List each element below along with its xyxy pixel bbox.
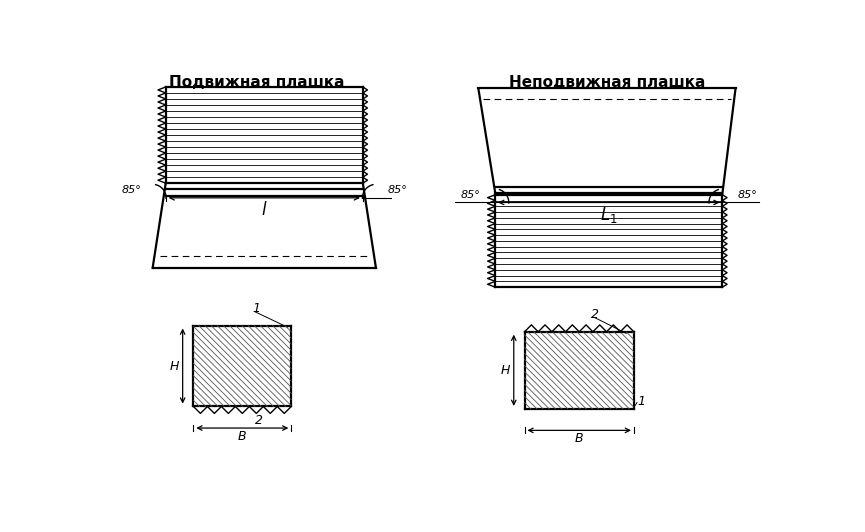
Text: 85°: 85° [461, 190, 481, 200]
Text: 85°: 85° [121, 185, 141, 195]
Text: 2: 2 [255, 414, 263, 427]
Text: $l$: $l$ [261, 201, 267, 219]
Text: Неподвижная плашка: Неподвижная плашка [509, 74, 705, 89]
Text: 1: 1 [638, 395, 646, 408]
Text: Подвижная плашка: Подвижная плашка [169, 74, 344, 89]
Text: 2: 2 [592, 307, 599, 321]
Text: B: B [575, 433, 584, 445]
Text: H: H [170, 360, 179, 372]
Text: B: B [238, 430, 247, 443]
Text: H: H [501, 364, 510, 377]
Text: $L_1$: $L_1$ [600, 205, 618, 225]
Text: 85°: 85° [737, 190, 757, 200]
Text: 1: 1 [253, 302, 260, 315]
Text: 85°: 85° [388, 185, 407, 195]
